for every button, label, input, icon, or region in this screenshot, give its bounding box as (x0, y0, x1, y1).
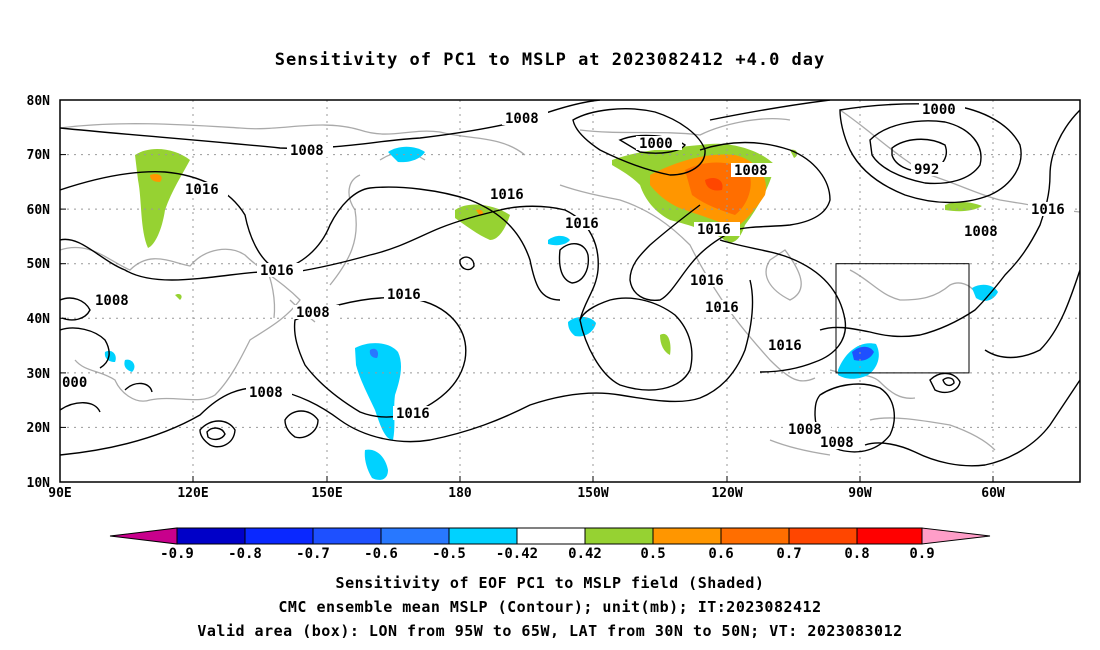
contour-label: 1008 (95, 293, 129, 309)
lat-label: 80N (27, 94, 51, 109)
contour-label: 1016 (565, 216, 599, 232)
caption-line-1: Sensitivity of EOF PC1 to MSLP field (Sh… (335, 574, 765, 592)
colorbar-label: -0.8 (228, 546, 262, 562)
colorbar-label: 0.8 (844, 546, 869, 562)
valid-area-box (835, 263, 970, 374)
contour-label: 1016 (697, 222, 731, 238)
lon-label: 90E (48, 486, 71, 501)
lon-label: 120W (711, 486, 742, 501)
contour-label: 1016 (396, 406, 430, 422)
colorbar-label: 0.6 (708, 546, 733, 562)
contour-label: 1008 (296, 305, 330, 321)
colorbar-label: -0.7 (296, 546, 330, 562)
colorbar-label: 0.9 (909, 546, 934, 562)
contour-label: 1016 (705, 300, 739, 316)
lat-label: 10N (27, 476, 51, 491)
contour-label: 1016 (768, 338, 802, 354)
lat-label: 50N (27, 257, 51, 272)
latitude-labels: 80N 70N 60N 50N 40N 30N 20N 10N (27, 94, 51, 491)
colorbar-swatch (312, 527, 382, 545)
colorbar-swatch (856, 527, 923, 545)
lon-label: 180 (448, 486, 472, 501)
map-title: Sensitivity of PC1 to MSLP at 2023082412… (274, 50, 826, 70)
colorbar-swatch (380, 527, 450, 545)
contour-label: 1008 (788, 422, 822, 438)
contour-label: 1008 (820, 435, 854, 451)
contour-label: 1008 (964, 224, 998, 240)
lat-label: 30N (27, 367, 51, 382)
colorbar-label: 0.42 (568, 546, 602, 562)
colorbar-label: -0.9 (160, 546, 194, 562)
colorbar-labels: -0.9 -0.8 -0.7 -0.6 -0.5 -0.42 0.42 0.5 … (160, 546, 935, 562)
lon-label: 60W (981, 486, 1005, 501)
lat-label: 20N (27, 421, 51, 436)
lon-label: 150E (311, 486, 342, 501)
lon-label: 120E (177, 486, 208, 501)
contour-label: 1008 (505, 111, 539, 127)
colorbar-swatch (109, 527, 178, 545)
lat-label: 40N (27, 312, 51, 327)
caption-line-2: CMC ensemble mean MSLP (Contour); unit(m… (278, 598, 822, 616)
colorbar-label: 0.5 (640, 546, 665, 562)
colorbar-swatch (652, 527, 722, 545)
map-frame (59, 99, 1081, 483)
contour-label: 1008 (734, 163, 768, 179)
colorbar-swatch (448, 527, 518, 545)
colorbar-swatch (584, 527, 654, 545)
lon-label: 150W (577, 486, 608, 501)
contour-label: 1016 (185, 182, 219, 198)
colorbar-label: -0.6 (364, 546, 398, 562)
contour-label: 1008 (249, 385, 283, 401)
colorbar-swatch (244, 527, 314, 545)
contour-label: 1000 (639, 136, 673, 152)
contour-label: 1016 (690, 273, 724, 289)
tick-marks (60, 154, 994, 482)
graticule (60, 100, 1080, 482)
contour-label: 1016 (1031, 202, 1065, 218)
contour-label: 1000 (922, 102, 956, 118)
longitude-labels: 90E 120E 150E 180 150W 120W 90W 60W (48, 486, 1005, 501)
colorbar-swatch (516, 527, 586, 545)
contour-label: 1016 (490, 187, 524, 203)
lat-label: 60N (27, 203, 51, 218)
colorbar-swatch (176, 527, 246, 545)
colorbar-swatch (720, 527, 790, 545)
lon-label: 90W (848, 486, 872, 501)
contour-label: 1016 (387, 287, 421, 303)
colorbar-label: -0.5 (432, 546, 466, 562)
colorbar-swatch (788, 527, 858, 545)
caption-line-3: Valid area (box): LON from 95W to 65W, L… (197, 622, 903, 640)
map-frame-bg (60, 100, 1080, 482)
contour-label: 1016 (260, 263, 294, 279)
colorbar-swatch (921, 527, 991, 545)
contour-label: 1008 (290, 143, 324, 159)
contour-label: 000 (62, 375, 87, 391)
colorbar-label: 0.7 (776, 546, 801, 562)
colorbar-label: -0.42 (496, 546, 538, 562)
contour-label-group: 1008 1008 1000 1000 992 1016 1016 1008 1… (60, 102, 1074, 451)
lat-label: 70N (27, 148, 51, 163)
contour-label: 992 (914, 162, 939, 178)
colorbar (109, 527, 991, 545)
